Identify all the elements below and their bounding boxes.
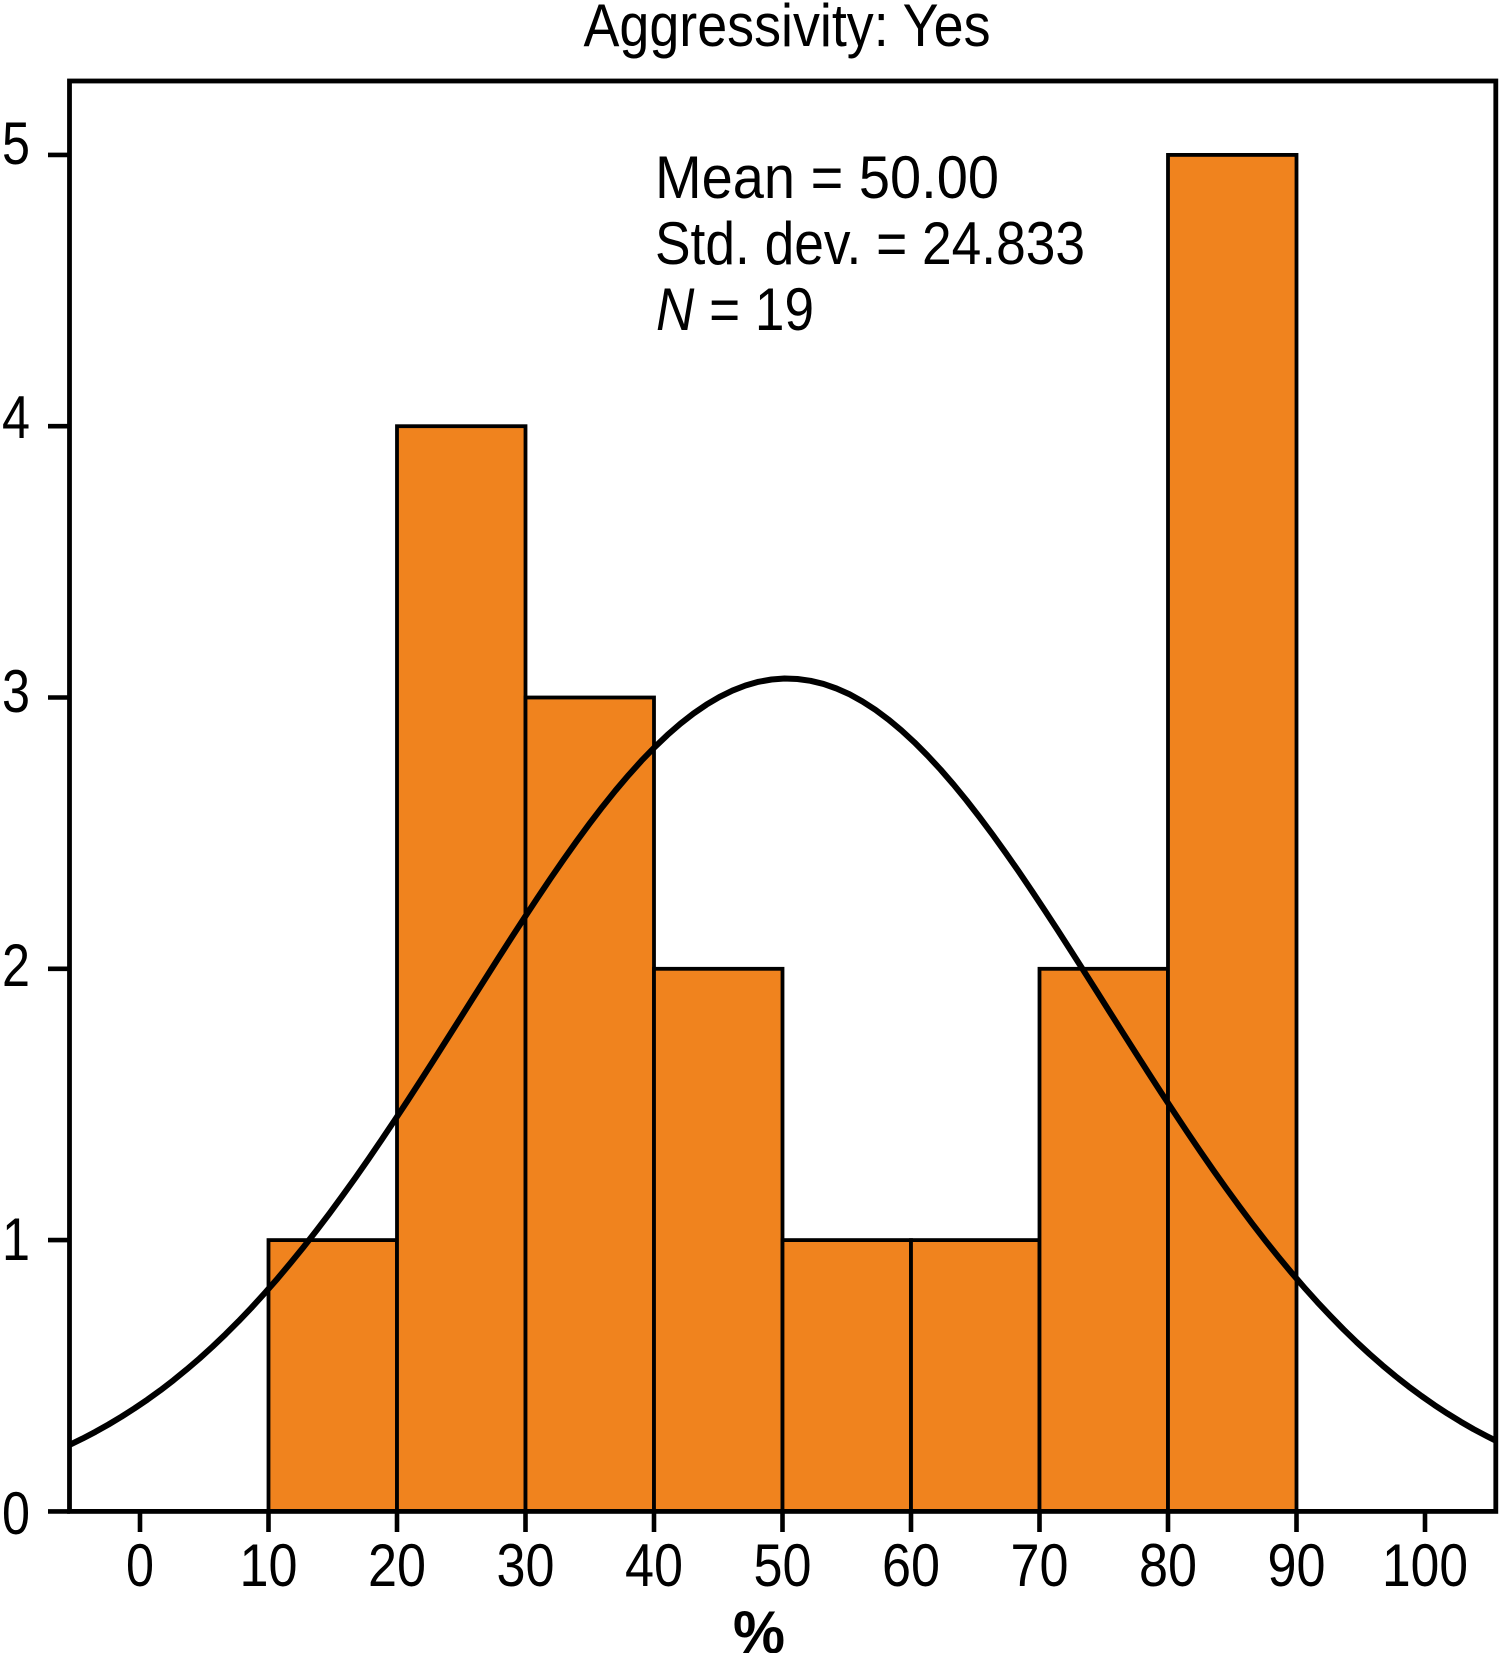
- svg-text:Std. dev. = 24.833: Std. dev. = 24.833: [655, 210, 1085, 277]
- svg-text:1: 1: [2, 1206, 30, 1273]
- svg-text:N = 19: N = 19: [656, 276, 814, 343]
- svg-text:4: 4: [2, 384, 30, 451]
- svg-text:50: 50: [754, 1532, 812, 1599]
- svg-text:100: 100: [1382, 1532, 1468, 1599]
- svg-text:80: 80: [1139, 1532, 1197, 1599]
- svg-text:30: 30: [497, 1532, 555, 1599]
- svg-text:70: 70: [1011, 1532, 1069, 1599]
- svg-text:2: 2: [2, 932, 30, 999]
- svg-text:0: 0: [2, 1480, 30, 1547]
- svg-text:Mean = 50.00: Mean = 50.00: [655, 144, 999, 211]
- svg-text:60: 60: [882, 1532, 940, 1599]
- svg-text:3: 3: [2, 658, 30, 725]
- svg-text:5: 5: [2, 110, 30, 177]
- svg-text:90: 90: [1268, 1532, 1326, 1599]
- svg-text:10: 10: [240, 1532, 298, 1599]
- svg-text:20: 20: [368, 1532, 426, 1599]
- svg-text:Aggressivity: Yes: Aggressivity: Yes: [584, 0, 991, 59]
- svg-text:0: 0: [126, 1532, 154, 1599]
- svg-text:40: 40: [625, 1532, 683, 1599]
- svg-text:%: %: [733, 1599, 785, 1653]
